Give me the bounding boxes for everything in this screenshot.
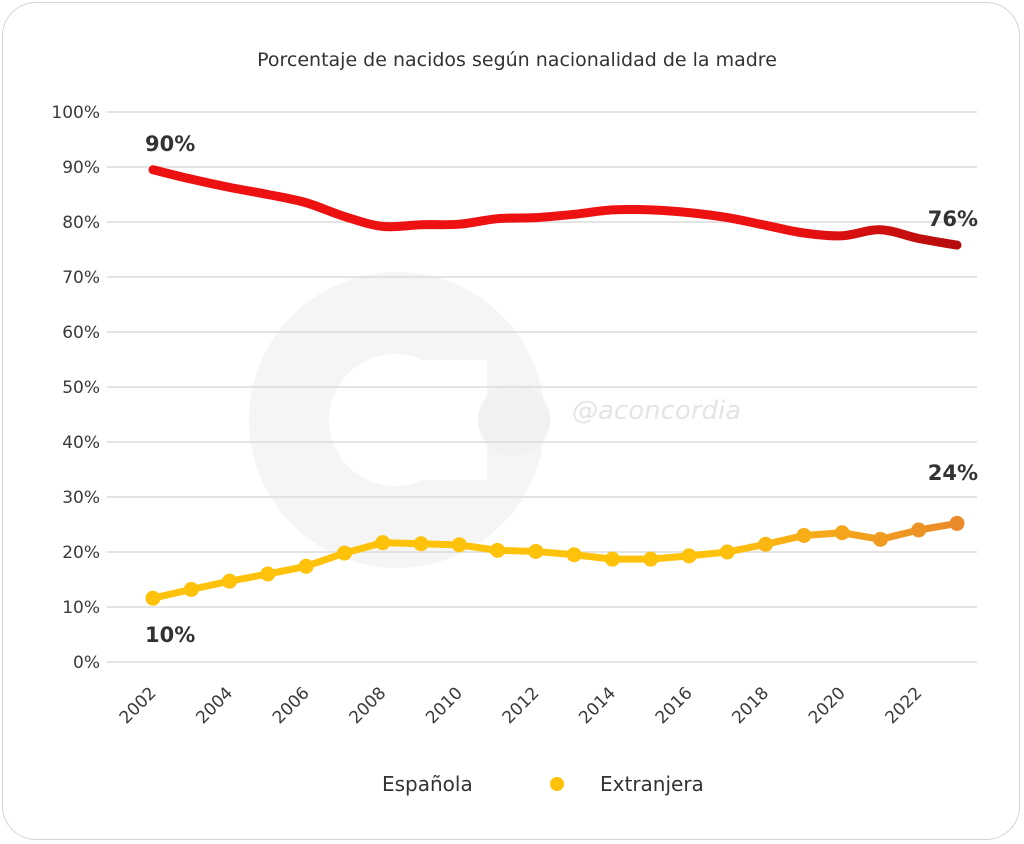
data-point-extranjera [145,590,161,606]
data-point-extranjera [604,551,620,567]
x-tick-label: 2006 [269,683,314,728]
y-tick-label: 90% [62,158,100,178]
data-point-extranjera [528,543,544,559]
y-tick-label: 40% [62,433,100,453]
data-point-extranjera [758,536,774,552]
legend-label-extranjera: Extranjera [600,772,704,796]
data-point-extranjera [872,531,888,547]
series-line-espanola [148,165,962,250]
legend-label-espanola: Española [382,772,473,796]
data-label: 24% [928,461,978,485]
data-point-extranjera [566,547,582,563]
data-label: 10% [145,623,195,647]
x-axis-ticks: 2002 2004 2006 2008 2010 2012 2014 2016 2018 2020… [116,683,926,728]
y-tick-label: 70% [62,268,100,288]
y-tick-label: 50% [62,378,100,398]
data-point-extranjera [681,548,697,564]
y-tick-label: 10% [62,598,100,618]
data-label: 90% [145,132,195,156]
data-point-extranjera [298,558,314,574]
data-point-extranjera [796,528,812,543]
legend: Española Extranjera [312,772,704,796]
watermark-handle: @aconcordia [572,396,741,426]
y-tick-label: 80% [62,213,100,233]
chart-title: Porcentaje de nacidos según nacionalidad… [257,49,777,71]
data-point-extranjera [260,566,276,582]
x-tick-label: 2020 [805,683,850,728]
data-point-extranjera [413,536,429,552]
y-tick-label: 0% [73,653,100,673]
x-tick-label: 2014 [575,683,620,728]
x-tick-label: 2022 [882,683,927,728]
x-tick-label: 2010 [422,683,467,728]
series-lines [145,165,965,606]
x-tick-label: 2002 [116,683,161,728]
legend-item-espanola[interactable]: Española [312,772,473,796]
data-point-extranjera [451,537,467,553]
data-point-extranjera [643,551,659,567]
data-point-extranjera [183,581,199,597]
legend-item-extranjera[interactable]: Extranjera [528,772,704,796]
data-point-extranjera [490,542,506,558]
y-tick-label: 30% [62,488,100,508]
x-tick-label: 2008 [346,683,391,728]
y-tick-label: 60% [62,323,100,343]
legend-marker-extranjera [550,777,564,791]
watermark-logo: @aconcordia [249,272,741,568]
data-point-extranjera [222,573,238,589]
annotations: 90% 76% 10% 24% [145,132,978,647]
x-tick-label: 2012 [499,683,544,728]
watermark-dot [478,384,550,456]
data-point-extranjera [949,515,965,531]
x-tick-label: 2016 [652,683,697,728]
x-tick-label: 2018 [728,683,773,728]
data-point-extranjera [911,522,927,538]
y-axis-ticks: 0% 10% 20% 30% 40% 50% 60% 70% 80% 90% 100% [51,103,100,673]
y-tick-label: 20% [62,543,100,563]
data-point-extranjera [336,545,352,561]
series-line-extranjera [149,519,961,602]
y-tick-label: 100% [51,103,100,123]
data-label: 76% [928,207,978,231]
x-tick-label: 2004 [192,683,237,728]
data-point-extranjera [834,525,850,541]
data-point-extranjera [719,544,735,560]
data-point-extranjera [375,535,391,551]
